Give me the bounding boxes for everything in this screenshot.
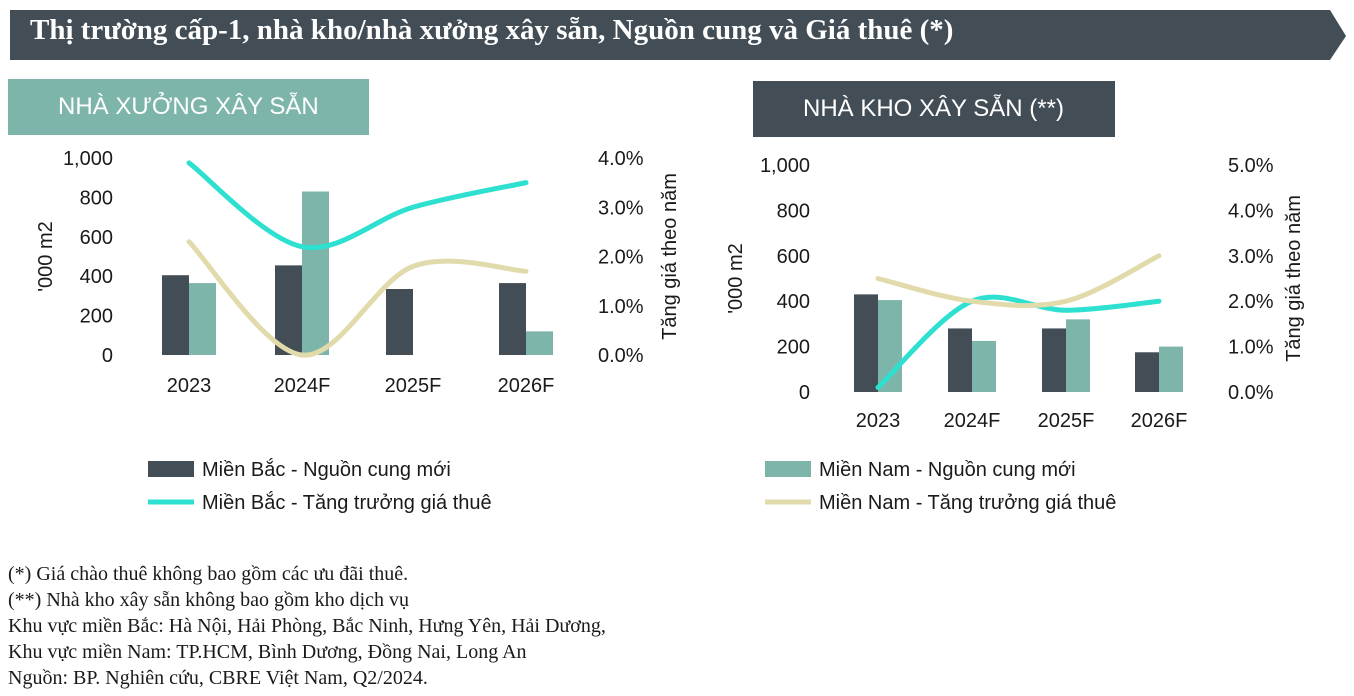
y-tick-label: 400 [777,291,810,313]
y2-tick-label: 1.0% [1228,337,1274,359]
bar [1042,328,1066,392]
y2-tick-label: 4.0% [1228,200,1274,222]
footnotes: (*) Giá chào thuê không bao gồm các ưu đ… [8,561,606,691]
y-axis-label: '000 m2 [725,243,747,314]
y-tick-label: 1,000 [760,155,810,177]
y2-tick-label: 5.0% [1228,155,1274,177]
y2-tick-label: 4.0% [598,148,644,170]
legend-swatch [148,461,194,477]
footnote-line: (*) Giá chào thuê không bao gồm các ưu đ… [8,563,409,585]
y-tick-label: 0 [102,345,113,367]
footnote-line: Khu vực miền Bắc: Hà Nội, Hải Phòng, Bắc… [8,615,606,637]
panel-tab-factory: NHÀ XƯỞNG XÂY SẴN [8,79,369,135]
series-line [875,253,1162,309]
y-tick-label: 800 [777,200,810,222]
bar [162,275,189,355]
bar [275,265,302,355]
x-tick-label: 2024F [944,410,1001,432]
title-banner [10,10,1346,60]
bar [526,331,553,355]
y-tick-label: 1,000 [63,148,113,170]
series-line [186,160,529,251]
y-tick-label: 400 [80,266,113,288]
x-tick-label: 2023 [856,410,901,432]
y-axis-label: '000 m2 [35,221,57,292]
y2-tick-label: 3.0% [598,197,644,219]
bar [972,340,996,392]
page-title: Thị trường cấp-1, nhà kho/nhà xưởng xây … [30,14,954,46]
y2-axis-label: Tăng giá theo năm [1283,195,1305,362]
legend-label: Miền Bắc - Nguồn cung mới [202,458,451,481]
y2-tick-label: 3.0% [1228,246,1274,268]
y-tick-label: 800 [80,187,113,209]
y2-tick-label: 1.0% [598,296,644,318]
bar [189,283,216,355]
x-tick-label: 2026F [498,375,555,397]
y-tick-label: 600 [80,227,113,249]
bar [302,191,329,355]
series-line [186,239,529,358]
y-tick-label: 200 [777,337,810,359]
legend-label: Miền Bắc - Tăng trưởng giá thuê [202,491,492,514]
y2-tick-label: 2.0% [1228,291,1274,313]
x-tick-label: 2025F [1038,410,1095,432]
x-tick-label: 2026F [1131,410,1188,432]
y-tick-label: 600 [777,246,810,268]
y2-tick-label: 0.0% [598,345,644,367]
bar [499,283,526,355]
x-tick-label: 2025F [385,375,442,397]
x-tick-label: 2024F [274,375,331,397]
legend-label: Miền Nam - Nguồn cung mới [819,459,1076,481]
charts-canvas: 0 200 400 600 800 1,000 0.0% 1.0% 2.0% 3.0% 4.0% '0… [35,148,1305,514]
legend-swatch [765,461,811,477]
panel-tab-warehouse: NHÀ KHO XÂY SẴN (**) [753,81,1115,137]
bar [386,289,413,355]
bar [1159,346,1183,392]
bar [854,294,878,392]
x-tick-label: 2023 [167,375,212,397]
series-line [875,294,1162,390]
footnote-line: (**) Nhà kho xây sẵn không bao gồm kho d… [8,589,410,611]
y-tick-label: 200 [80,306,113,328]
footnote-line: Nguồn: BP. Nghiên cứu, CBRE Việt Nam, Q2… [8,667,428,689]
footnote-line: Khu vực miền Nam: TP.HCM, Bình Dương, Đồ… [8,641,527,663]
bar [1135,352,1159,392]
bar [948,328,972,392]
y2-tick-label: 2.0% [598,247,644,269]
y2-axis-label: Tăng giá theo năm [659,173,681,340]
bar [1066,319,1090,392]
legend-label: Miền Nam - Tăng trưởng giá thuê [819,492,1116,514]
y-tick-label: 0 [799,382,810,404]
y2-tick-label: 0.0% [1228,382,1274,404]
